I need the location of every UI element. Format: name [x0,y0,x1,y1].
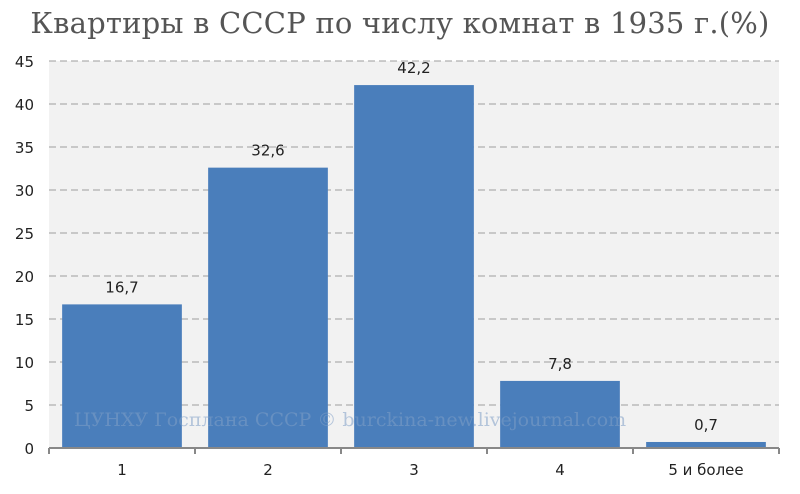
y-tick-label: 20 [15,268,34,286]
data-label: 16,7 [105,278,138,296]
watermark: ЦУНХУ Госплана СССР © burckina-new.livej… [74,409,626,431]
y-tick-label: 10 [15,354,34,372]
y-tick-label: 40 [15,96,34,114]
y-tick-label: 15 [15,311,34,329]
bar [500,380,620,448]
y-tick-label: 25 [15,225,34,243]
y-tick-label: 0 [24,440,34,458]
y-tick-label: 45 [15,53,34,71]
x-tick-label: 1 [117,461,127,479]
data-label: 7,8 [548,355,572,373]
data-label: 32,6 [251,142,284,160]
y-tick-label: 30 [15,182,34,200]
bar [354,85,474,448]
x-tick-label: 2 [263,461,273,479]
y-tick-label: 35 [15,139,34,157]
y-tick-label: 5 [24,397,34,415]
chart-title: Квартиры в СССР по числу комнат в 1935 г… [30,6,770,40]
data-label: 42,2 [397,59,430,77]
x-tick-label: 4 [555,461,565,479]
bar [62,304,182,448]
x-tick-label: 5 и более [668,461,743,479]
data-label: 0,7 [694,416,718,434]
bar [208,167,328,448]
bar [646,441,766,448]
x-tick-label: 3 [409,461,419,479]
